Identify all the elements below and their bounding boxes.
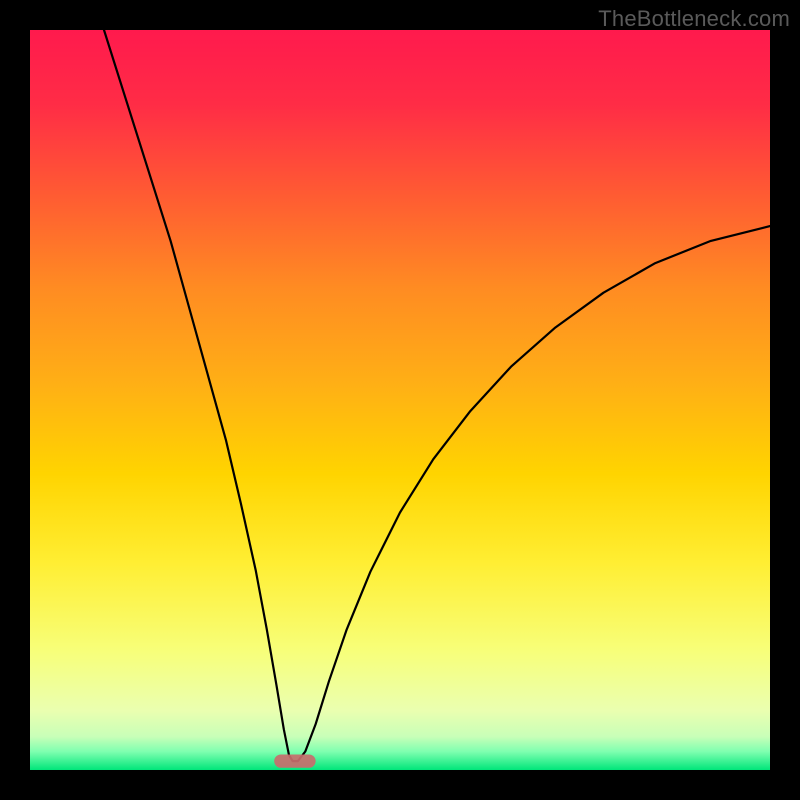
- watermark-text: TheBottleneck.com: [598, 6, 790, 32]
- plot-background: [30, 30, 770, 770]
- minimum-marker: [274, 754, 315, 767]
- bottleneck-chart: TheBottleneck.com: [0, 0, 800, 800]
- chart-svg: [0, 0, 800, 800]
